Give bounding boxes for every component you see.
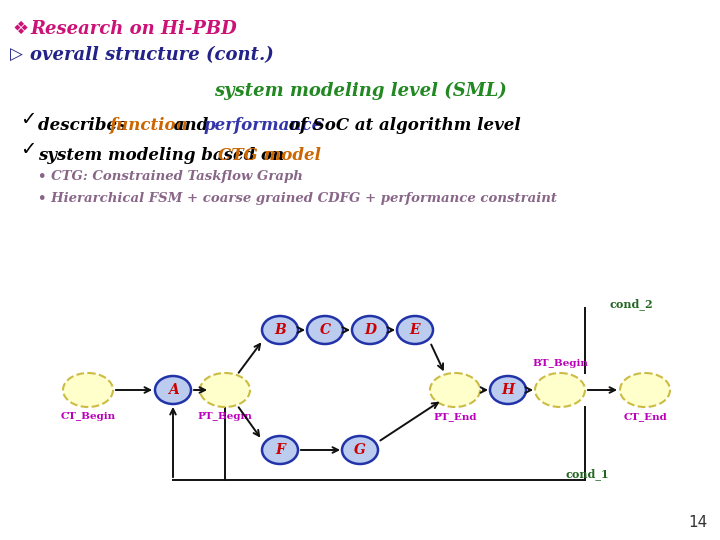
Ellipse shape: [307, 316, 343, 344]
Text: cond_2: cond_2: [610, 298, 654, 310]
Text: • Hierarchical FSM + coarse grained CDFG + performance constraint: • Hierarchical FSM + coarse grained CDFG…: [38, 192, 557, 205]
Ellipse shape: [262, 436, 298, 464]
Ellipse shape: [397, 316, 433, 344]
Text: BT_Begin: BT_Begin: [532, 359, 588, 368]
Text: CT_Begin: CT_Begin: [60, 412, 116, 421]
Ellipse shape: [200, 373, 250, 407]
Ellipse shape: [63, 373, 113, 407]
Ellipse shape: [262, 316, 298, 344]
Text: ✓: ✓: [20, 140, 37, 159]
Text: B: B: [274, 323, 286, 337]
Text: function: function: [110, 117, 189, 134]
Text: describes: describes: [38, 117, 132, 134]
Text: cond_1: cond_1: [565, 468, 608, 480]
Text: Research on Hi-PBD: Research on Hi-PBD: [30, 20, 237, 38]
Ellipse shape: [342, 436, 378, 464]
Ellipse shape: [535, 373, 585, 407]
Text: E: E: [410, 323, 420, 337]
Text: ▷: ▷: [10, 46, 23, 64]
Ellipse shape: [620, 373, 670, 407]
Text: system modeling level (SML): system modeling level (SML): [214, 82, 506, 100]
Text: F: F: [275, 443, 285, 457]
Text: H: H: [501, 383, 515, 397]
Text: overall structure (cont.): overall structure (cont.): [30, 46, 274, 64]
Text: D: D: [364, 323, 376, 337]
Text: 14: 14: [689, 515, 708, 530]
Text: G: G: [354, 443, 366, 457]
Text: PT_Begin: PT_Begin: [197, 412, 253, 421]
Text: C: C: [320, 323, 330, 337]
Text: A: A: [168, 383, 179, 397]
Text: • CTG: Constrained Taskflow Graph: • CTG: Constrained Taskflow Graph: [38, 170, 303, 183]
Text: performance: performance: [204, 117, 323, 134]
Ellipse shape: [155, 376, 191, 404]
Ellipse shape: [490, 376, 526, 404]
Text: CTG model: CTG model: [218, 147, 321, 164]
Text: of SoC at algorithm level: of SoC at algorithm level: [283, 117, 521, 134]
Text: ✓: ✓: [20, 110, 37, 129]
Ellipse shape: [352, 316, 388, 344]
Ellipse shape: [430, 373, 480, 407]
Text: ❖: ❖: [12, 20, 28, 38]
Text: PT_End: PT_End: [433, 412, 477, 421]
Text: system modeling based on: system modeling based on: [38, 147, 290, 164]
Text: CT_End: CT_End: [623, 412, 667, 421]
Text: and: and: [168, 117, 214, 134]
